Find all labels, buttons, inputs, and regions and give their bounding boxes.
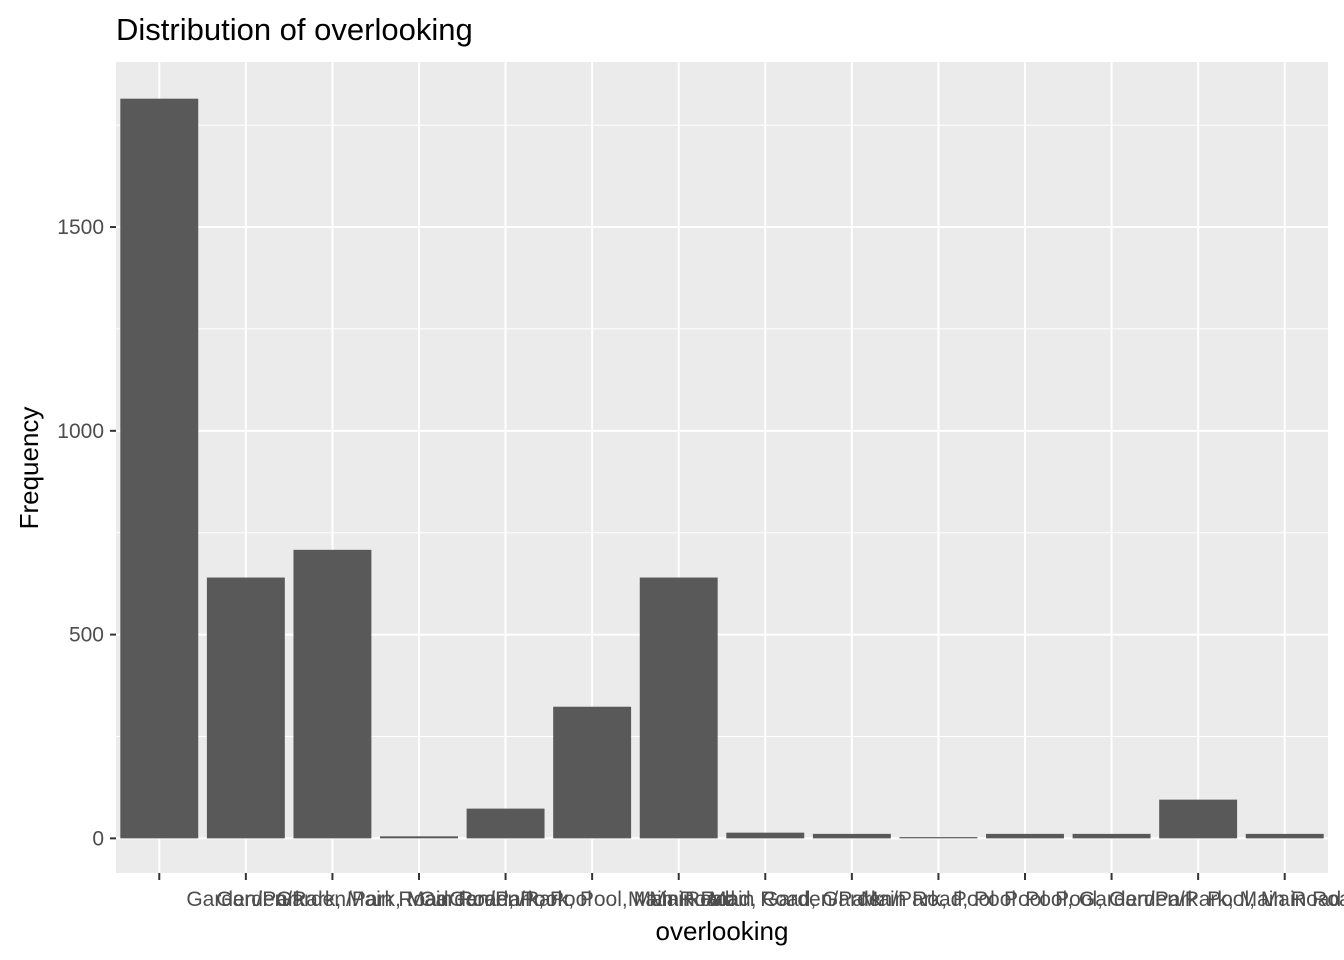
- y-axis: 0 500 1000 1500: [57, 216, 116, 850]
- bar: [1072, 833, 1151, 839]
- x-tick-label: Garden/Park, Main Road, Pool: [276, 888, 562, 911]
- bar: [1245, 833, 1324, 839]
- bar: [466, 808, 545, 839]
- y-tick-label: 0: [92, 827, 104, 850]
- bar: [1159, 799, 1238, 839]
- y-tick-label: 1500: [57, 216, 104, 239]
- bar: [812, 833, 891, 839]
- x-tick-label: Main Road, Garden/Park, Pool: [709, 888, 995, 911]
- x-tick-label: Pool: [1004, 888, 1046, 911]
- bar: [899, 837, 978, 839]
- x-tick-label: Garden/Park: [186, 888, 306, 911]
- bar: [293, 549, 372, 839]
- x-tick-label: Pool, Garden/Park, Main Road: [1055, 888, 1341, 911]
- x-tick-label: Garden/Park, Pool: [419, 888, 592, 911]
- bar: [726, 832, 805, 839]
- x-tick-label: Garden/Park, Pool, Main Road: [449, 888, 735, 911]
- x-axis-title: overlooking: [656, 916, 789, 946]
- bar: [380, 836, 458, 839]
- x-tick-label: Main Road: [628, 888, 730, 911]
- y-axis-title: Frequency: [14, 407, 44, 530]
- y-tick-label: 500: [69, 624, 104, 647]
- x-tick-label: Main Road, Pool: [861, 888, 1016, 911]
- bar: [986, 833, 1064, 839]
- bar: [120, 98, 199, 839]
- x-tick-label: Pool, Main Road: [1207, 888, 1344, 911]
- bar: [553, 706, 632, 839]
- bar: [639, 577, 718, 839]
- x-tick-label: Pool, Garden/Park: [1025, 888, 1198, 911]
- bars: [120, 98, 1324, 839]
- chart-title: Distribution of overlooking: [116, 12, 473, 47]
- bar: [206, 577, 285, 839]
- y-tick-label: 1000: [57, 420, 104, 443]
- x-tick-label: Garden/Park, Main Road: [216, 888, 448, 911]
- x-tick-label: Main Road, Garden/Park: [649, 888, 882, 911]
